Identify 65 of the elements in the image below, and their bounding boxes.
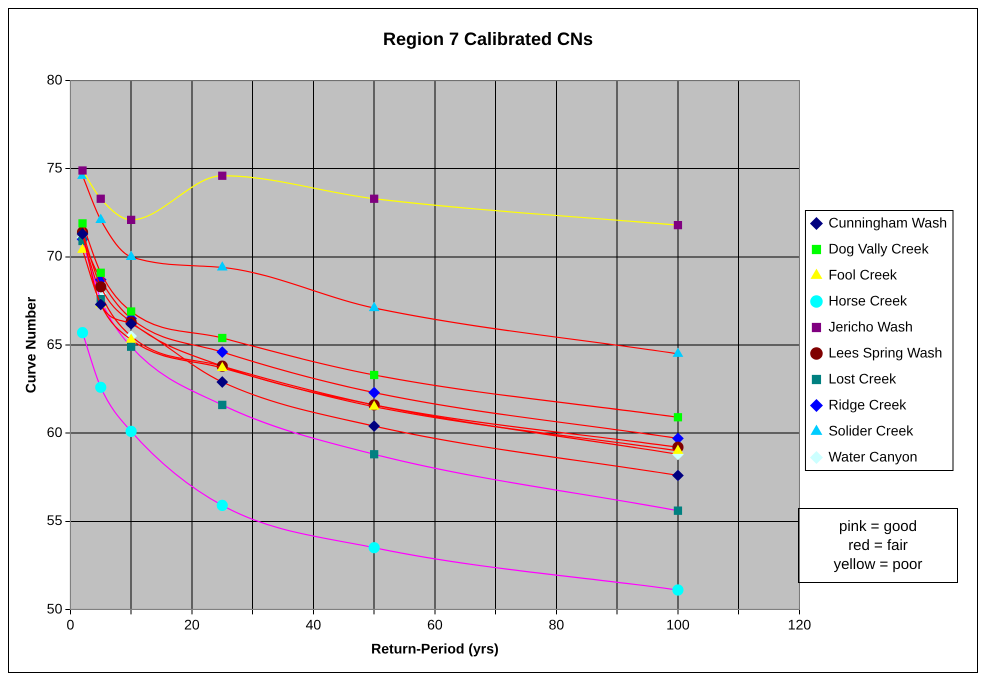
y-tick-label: 60 bbox=[46, 424, 63, 440]
x-tick-label: 0 bbox=[66, 616, 74, 633]
point bbox=[126, 342, 136, 351]
point bbox=[370, 450, 378, 458]
point bbox=[674, 221, 682, 230]
point bbox=[96, 268, 105, 277]
point bbox=[672, 470, 684, 482]
point bbox=[370, 194, 378, 203]
point bbox=[218, 334, 226, 342]
y-tick-label: 70 bbox=[46, 248, 63, 264]
point bbox=[218, 400, 226, 410]
point bbox=[216, 500, 228, 512]
point bbox=[368, 386, 380, 398]
point bbox=[370, 370, 378, 380]
legend-label: Horse Creek bbox=[828, 292, 908, 308]
y-tick-label: 50 bbox=[46, 600, 63, 616]
point bbox=[216, 376, 228, 388]
point bbox=[95, 281, 106, 292]
point bbox=[76, 327, 88, 338]
legend-label: Dog Vally Creek bbox=[828, 240, 930, 256]
point bbox=[96, 214, 106, 223]
point bbox=[126, 426, 137, 437]
point bbox=[674, 506, 682, 515]
point bbox=[672, 584, 684, 596]
legend-label: Fool Creek bbox=[828, 266, 898, 282]
point bbox=[218, 172, 226, 180]
x-tick-label: 80 bbox=[548, 616, 564, 633]
y-tick-label: 80 bbox=[46, 71, 63, 88]
chart-title: Region 7 Calibrated CNs bbox=[382, 28, 594, 49]
x-tick-label: 100 bbox=[666, 616, 690, 633]
point bbox=[674, 413, 682, 422]
point bbox=[216, 346, 228, 358]
point bbox=[96, 194, 105, 203]
point bbox=[368, 542, 380, 554]
legend-label: Jericho Wash bbox=[828, 318, 913, 334]
x-tick-label: 120 bbox=[788, 616, 812, 633]
point bbox=[95, 298, 106, 310]
legend-label: Lees Spring Wash bbox=[828, 344, 942, 360]
y-tick-label: 75 bbox=[46, 160, 63, 176]
x-axis-title: Return-Period (yrs) bbox=[371, 640, 499, 656]
x-tick-label: 40 bbox=[306, 616, 322, 633]
point bbox=[368, 420, 380, 432]
point bbox=[369, 302, 380, 312]
point bbox=[217, 262, 228, 271]
legend-label: Cunningham Wash bbox=[828, 214, 948, 230]
point bbox=[673, 348, 683, 357]
legend-label: Water Canyon bbox=[828, 448, 918, 464]
y-tick-label: 55 bbox=[46, 512, 63, 528]
point bbox=[126, 216, 136, 224]
y-tick-label: 65 bbox=[46, 336, 63, 352]
point bbox=[78, 244, 88, 253]
point bbox=[126, 251, 136, 260]
point bbox=[126, 334, 136, 343]
point bbox=[95, 382, 106, 393]
text: pink = good red = fair yellow = poor bbox=[799, 509, 957, 582]
legend-label: Ridge Creek bbox=[828, 396, 908, 412]
x-tick-label: 60 bbox=[427, 616, 443, 633]
point bbox=[78, 219, 87, 228]
point bbox=[673, 445, 683, 454]
legend-label: Lost Creek bbox=[828, 370, 898, 386]
point bbox=[126, 307, 136, 316]
legend-label: Solider Creek bbox=[828, 422, 914, 438]
y-axis-title: Curve Number bbox=[22, 296, 38, 394]
x-tick-label: 20 bbox=[184, 616, 200, 633]
point bbox=[78, 166, 87, 175]
